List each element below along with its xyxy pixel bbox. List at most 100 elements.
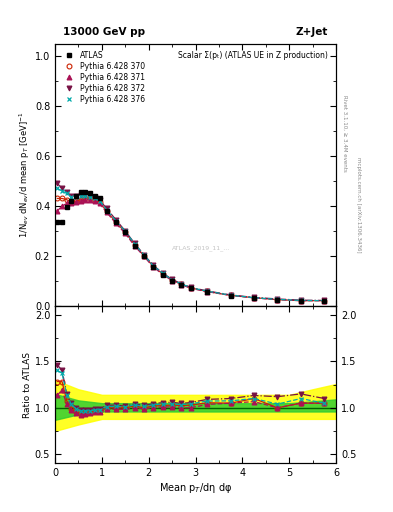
Pythia 6.428 376: [92, 196, 97, 202]
Pythia 6.428 372: [55, 180, 60, 186]
Pythia 6.428 371: [205, 289, 209, 295]
Pythia 6.428 370: [83, 196, 88, 202]
Pythia 6.428 376: [299, 297, 303, 304]
Line: Pythia 6.428 372: Pythia 6.428 372: [55, 181, 327, 303]
ATLAS: [179, 282, 184, 288]
Pythia 6.428 372: [252, 294, 256, 301]
Pythia 6.428 371: [60, 203, 64, 209]
Pythia 6.428 376: [97, 198, 102, 204]
Y-axis label: 1/N$_{ev}$ dN$_{ev}$/d mean p$_T$ [GeV]$^{-1}$: 1/N$_{ev}$ dN$_{ev}$/d mean p$_T$ [GeV]$…: [18, 112, 32, 238]
Pythia 6.428 376: [60, 188, 64, 194]
Pythia 6.428 372: [114, 217, 118, 223]
ATLAS: [64, 204, 69, 210]
Pythia 6.428 376: [83, 193, 88, 199]
Pythia 6.428 371: [179, 282, 184, 288]
Pythia 6.428 370: [160, 271, 165, 277]
Pythia 6.428 371: [83, 197, 88, 203]
ATLAS: [74, 193, 79, 199]
Pythia 6.428 371: [55, 208, 60, 214]
ATLAS: [170, 278, 174, 284]
Text: Rivet 3.1.10, ≥ 3.4M events: Rivet 3.1.10, ≥ 3.4M events: [342, 95, 347, 172]
Pythia 6.428 372: [83, 191, 88, 198]
ATLAS: [104, 208, 109, 214]
Legend: ATLAS, Pythia 6.428 370, Pythia 6.428 371, Pythia 6.428 372, Pythia 6.428 376: ATLAS, Pythia 6.428 370, Pythia 6.428 37…: [58, 49, 147, 106]
Text: mcplots.cern.ch [arXiv:1306.3436]: mcplots.cern.ch [arXiv:1306.3436]: [356, 157, 361, 252]
Pythia 6.428 370: [205, 288, 209, 294]
Pythia 6.428 372: [123, 228, 128, 234]
Pythia 6.428 370: [104, 208, 109, 214]
Pythia 6.428 370: [64, 197, 69, 203]
ATLAS: [114, 219, 118, 225]
Pythia 6.428 372: [189, 284, 193, 290]
Pythia 6.428 370: [141, 253, 146, 259]
ATLAS: [60, 219, 64, 225]
Pythia 6.428 370: [60, 196, 64, 202]
Pythia 6.428 371: [275, 296, 280, 303]
Pythia 6.428 371: [160, 271, 165, 278]
Pythia 6.428 372: [74, 193, 79, 199]
ATLAS: [252, 295, 256, 302]
Pythia 6.428 371: [69, 200, 74, 206]
Pythia 6.428 376: [88, 194, 92, 200]
Line: Pythia 6.428 371: Pythia 6.428 371: [55, 197, 327, 303]
Pythia 6.428 370: [55, 196, 60, 202]
Pythia 6.428 376: [132, 241, 137, 247]
Pythia 6.428 370: [252, 294, 256, 301]
Pythia 6.428 376: [151, 263, 156, 269]
Pythia 6.428 376: [275, 296, 280, 303]
Text: Z+Jet: Z+Jet: [295, 27, 328, 37]
ATLAS: [160, 271, 165, 278]
Pythia 6.428 376: [123, 228, 128, 234]
Pythia 6.428 371: [74, 199, 79, 205]
Pythia 6.428 372: [170, 276, 174, 283]
Line: ATLAS: ATLAS: [55, 190, 327, 303]
ATLAS: [97, 196, 102, 202]
Pythia 6.428 372: [228, 292, 233, 298]
Pythia 6.428 376: [205, 288, 209, 294]
Pythia 6.428 376: [252, 294, 256, 301]
Pythia 6.428 370: [74, 198, 79, 204]
ATLAS: [69, 198, 74, 204]
Pythia 6.428 376: [55, 185, 60, 191]
Line: Pythia 6.428 376: Pythia 6.428 376: [55, 186, 327, 303]
Pythia 6.428 370: [151, 263, 156, 269]
ATLAS: [275, 296, 280, 303]
Pythia 6.428 376: [74, 194, 79, 200]
Pythia 6.428 376: [141, 252, 146, 258]
ATLAS: [228, 293, 233, 299]
Line: Pythia 6.428 370: Pythia 6.428 370: [55, 196, 327, 303]
Pythia 6.428 376: [189, 285, 193, 291]
Pythia 6.428 376: [179, 281, 184, 287]
ATLAS: [141, 253, 146, 259]
Pythia 6.428 370: [114, 219, 118, 225]
Pythia 6.428 371: [97, 200, 102, 206]
Pythia 6.428 372: [160, 270, 165, 276]
Pythia 6.428 370: [79, 197, 83, 203]
Pythia 6.428 371: [189, 285, 193, 291]
ATLAS: [205, 289, 209, 295]
Pythia 6.428 376: [170, 277, 174, 283]
Pythia 6.428 370: [179, 281, 184, 287]
X-axis label: Mean p$_{T}$/dη dφ: Mean p$_{T}$/dη dφ: [159, 481, 232, 495]
Pythia 6.428 371: [141, 253, 146, 260]
Pythia 6.428 370: [132, 242, 137, 248]
Pythia 6.428 376: [104, 207, 109, 213]
Pythia 6.428 372: [141, 251, 146, 258]
Pythia 6.428 371: [151, 264, 156, 270]
Pythia 6.428 371: [132, 243, 137, 249]
Pythia 6.428 371: [170, 278, 174, 284]
Pythia 6.428 372: [79, 191, 83, 198]
Pythia 6.428 376: [228, 292, 233, 298]
Pythia 6.428 371: [123, 230, 128, 237]
Pythia 6.428 372: [205, 288, 209, 294]
Pythia 6.428 370: [69, 199, 74, 205]
ATLAS: [88, 190, 92, 197]
Pythia 6.428 372: [92, 194, 97, 200]
Pythia 6.428 370: [170, 277, 174, 283]
Pythia 6.428 376: [322, 297, 327, 304]
Pythia 6.428 372: [179, 281, 184, 287]
Pythia 6.428 370: [189, 285, 193, 291]
Pythia 6.428 376: [64, 190, 69, 197]
Pythia 6.428 376: [79, 193, 83, 199]
ATLAS: [189, 285, 193, 291]
